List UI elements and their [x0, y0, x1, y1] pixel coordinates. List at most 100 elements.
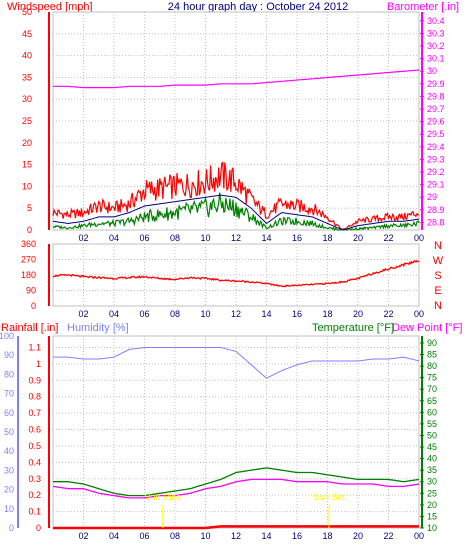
x-tick-label: 10	[200, 309, 210, 319]
x-tick-label: 02	[78, 531, 88, 541]
wind-average-series-line	[52, 192, 420, 232]
dewpoint-axis-title: Dew Point [°F]	[392, 322, 462, 334]
rain-y-tick-label: 0.2	[28, 490, 41, 500]
climate-panel-grid	[53, 336, 420, 529]
compass-label: W	[433, 255, 444, 267]
temp-y-tick-label: 65	[427, 396, 437, 406]
baro-y-tick-label: 30.2	[427, 41, 445, 51]
x-tick-label: 22	[383, 309, 393, 319]
temp-y-tick-label: 20	[427, 500, 437, 510]
x-tick-label: 06	[139, 309, 149, 319]
x-tick-label: 14	[261, 309, 271, 319]
wind-y-tick-label: 5	[27, 203, 32, 213]
temp-y-tick-label: 30	[427, 477, 437, 487]
temp-y-tick-label: 60	[427, 407, 437, 417]
baro-y-tick-label: 28.9	[427, 205, 445, 215]
wind-y-tick-label: 30	[22, 94, 32, 104]
baro-y-tick-label: 29.9	[427, 79, 445, 89]
direction-y-tick-label: 360	[21, 239, 36, 249]
humidity-y-tick-label: 80	[4, 369, 14, 379]
wind-y-tick-label: 20	[22, 138, 32, 148]
humidity-y-tick-label: 90	[4, 350, 14, 360]
baro-y-tick-label: 30.3	[427, 28, 445, 38]
windspeed-axis-title: Windspeed [mph]	[7, 1, 93, 13]
humidity-y-tick-label: 50	[4, 427, 14, 437]
direction-panel-series	[52, 259, 420, 288]
temp-y-tick-label: 50	[427, 430, 437, 440]
temp-y-tick-label: 40	[427, 454, 437, 464]
graph-title: 24 hour graph day : October 24 2012	[168, 1, 348, 13]
x-tick-label: 16	[292, 531, 302, 541]
compass-label: S	[434, 270, 441, 282]
wind-y-tick-label: 50	[22, 7, 32, 17]
x-tick-label: 14	[261, 233, 271, 243]
baro-y-tick-label: 28.8	[427, 217, 445, 227]
climate-panel: Sun Rise Sun Set 0 0.1 0.2 0.3 0.4 0.5 0.6 0.7 0.…	[0, 331, 437, 541]
wind-y-tick-label: 15	[22, 160, 32, 170]
x-tick-label: 06	[139, 531, 149, 541]
humidity-y-tick-label: 0	[9, 523, 14, 533]
sun-event-label: Sun Rise	[145, 492, 182, 502]
wind-direction-series-line	[52, 259, 420, 288]
humidity-y-tick-label: 100	[0, 331, 14, 341]
rain-y-tick-label: 0.1	[28, 507, 41, 517]
temp-y-tick-label: 45	[427, 442, 437, 452]
rain-y-tick-label: 0.7	[28, 408, 41, 418]
temp-y-tick-label: 75	[427, 373, 437, 383]
x-tick-label: 00	[414, 531, 424, 541]
humidity-series-line	[53, 347, 420, 379]
x-tick-label: 10	[200, 233, 210, 243]
x-tick-label: 22	[383, 531, 393, 541]
wind-panel-series	[52, 69, 420, 232]
x-tick-label: 00	[414, 309, 424, 319]
x-tick-label: 12	[231, 233, 241, 243]
temp-y-tick-label: 55	[427, 419, 437, 429]
x-tick-label: 20	[353, 233, 363, 243]
direction-y-tick-label: 270	[21, 255, 36, 265]
x-tick-label: 00	[414, 233, 424, 243]
baro-y-tick-label: 29.6	[427, 117, 445, 127]
windspeed-series-line	[52, 161, 420, 231]
x-tick-label: 02	[78, 309, 88, 319]
x-tick-label: 22	[383, 233, 393, 243]
rain-y-tick-label: 0.4	[28, 457, 41, 467]
temp-y-tick-label: 70	[427, 384, 437, 394]
climate-panel-series: Sun Rise Sun Set	[52, 347, 420, 530]
wind-y-tick-label: 45	[22, 29, 32, 39]
wind-y-tick-label: 25	[22, 116, 32, 126]
x-tick-label: 04	[109, 309, 119, 319]
wind-panel-axes: 0 5 10 15 20 25 30 35 40 45 50 28.8 28.9 29 29.1 29.2 29…	[22, 7, 445, 243]
baro-y-tick-label: 30.4	[427, 16, 445, 26]
baro-y-tick-label: 29.2	[427, 167, 445, 177]
baro-y-tick-label: 29.5	[427, 129, 445, 139]
x-tick-label: 12	[231, 309, 241, 319]
temp-y-tick-label: 15	[427, 511, 437, 521]
compass-label: N	[434, 300, 442, 312]
direction-panel-grid	[53, 243, 420, 307]
baro-y-tick-label: 30.1	[427, 54, 445, 64]
temp-y-tick-label: 10	[427, 523, 437, 533]
x-tick-label: 12	[231, 531, 241, 541]
rain-y-tick-label: 0	[36, 523, 41, 533]
baro-y-tick-label: 29	[427, 192, 437, 202]
baro-y-tick-label: 29.1	[427, 180, 445, 190]
wind-barometer-panel: 0 5 10 15 20 25 30 35 40 45 50 28.8 28.9 29 29.1 29.2 29…	[22, 7, 445, 243]
x-tick-label: 20	[353, 309, 363, 319]
direction-y-tick-label: 0	[31, 301, 36, 311]
rain-y-tick-label: 1	[36, 359, 41, 369]
rainfall-axis-title: Rainfall [.in]	[1, 322, 58, 334]
rainfall-series-line	[53, 525, 419, 530]
humidity-axis-title: Humidity [%]	[67, 322, 129, 334]
x-tick-label: 18	[322, 531, 332, 541]
x-tick-label: 16	[292, 233, 302, 243]
rain-y-tick-label: 0.8	[28, 392, 41, 402]
baro-y-tick-label: 29.8	[427, 91, 445, 101]
temp-y-tick-label: 25	[427, 488, 437, 498]
x-tick-label: 06	[139, 233, 149, 243]
temp-y-tick-label: 35	[427, 465, 437, 475]
rain-y-tick-label: 0.5	[28, 441, 41, 451]
wind-y-tick-label: 10	[22, 181, 32, 191]
sun-event-label: Sun Set	[313, 492, 346, 502]
